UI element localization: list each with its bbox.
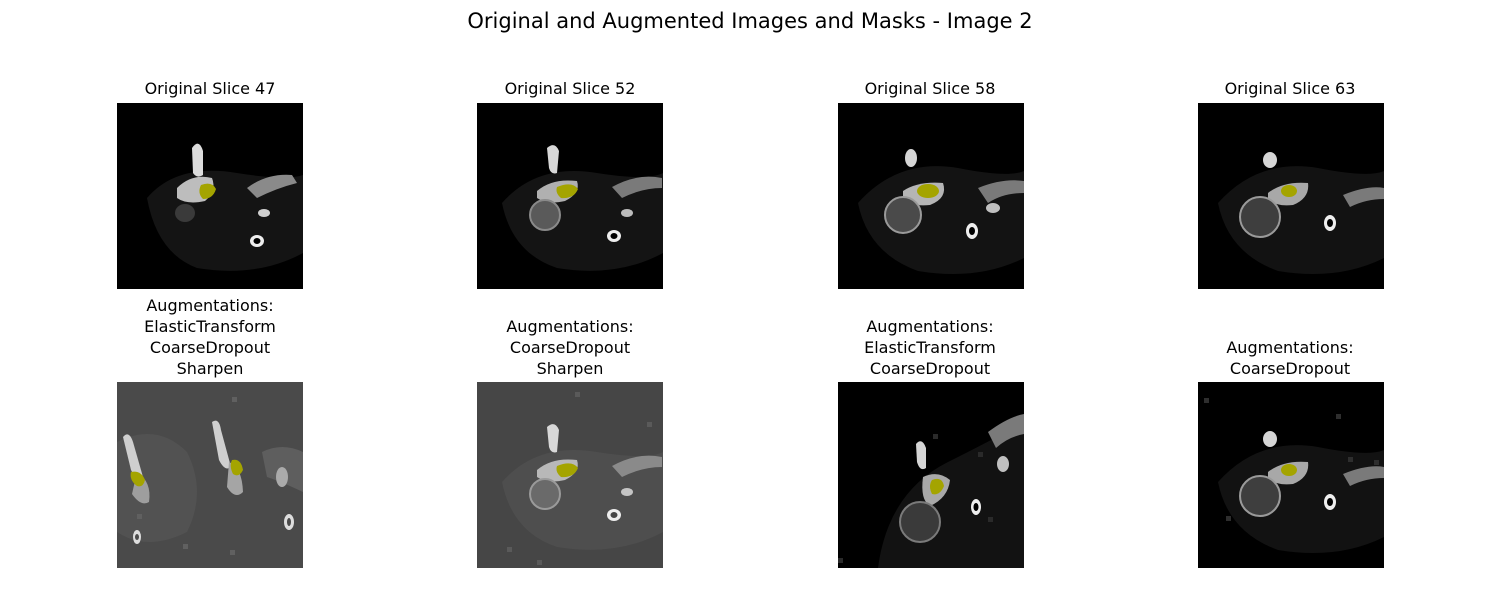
figure-title: Original and Augmented Images and Masks … (467, 9, 1033, 33)
ct-image-augmented-3 (838, 382, 1024, 568)
panel-title-6: Augmentations: CoarseDropout Sharpen (506, 317, 634, 378)
segmentation-mask (199, 183, 216, 199)
ct-image-original-slice-52 (477, 103, 663, 289)
panel-title-3: Original Slice 58 (864, 79, 996, 98)
spine-process (192, 143, 203, 177)
panel-title-8: Augmentations: CoarseDropout (1226, 338, 1354, 378)
panel-title-4: Original Slice 63 (1224, 79, 1356, 98)
ct-image-original-slice-58 (838, 103, 1024, 289)
ct-image-augmented-4 (1198, 382, 1384, 568)
ct-image-original-slice-63 (1198, 103, 1384, 289)
ct-image-augmented-2 (477, 382, 663, 568)
panel-title-1: Original Slice 47 (144, 79, 276, 98)
panel-title-2: Original Slice 52 (504, 79, 636, 98)
panel-title-7: Augmentations: ElasticTransform CoarseDr… (864, 317, 996, 378)
panel-title-5: Augmentations: ElasticTransform CoarseDr… (144, 296, 276, 378)
ct-image-original-slice-47 (117, 103, 303, 289)
ct-image-augmented-1 (117, 382, 303, 568)
